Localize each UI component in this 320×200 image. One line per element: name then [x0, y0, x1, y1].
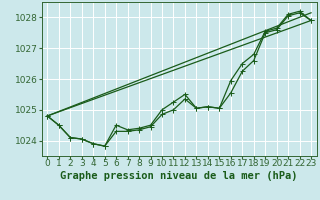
X-axis label: Graphe pression niveau de la mer (hPa): Graphe pression niveau de la mer (hPa) — [60, 171, 298, 181]
